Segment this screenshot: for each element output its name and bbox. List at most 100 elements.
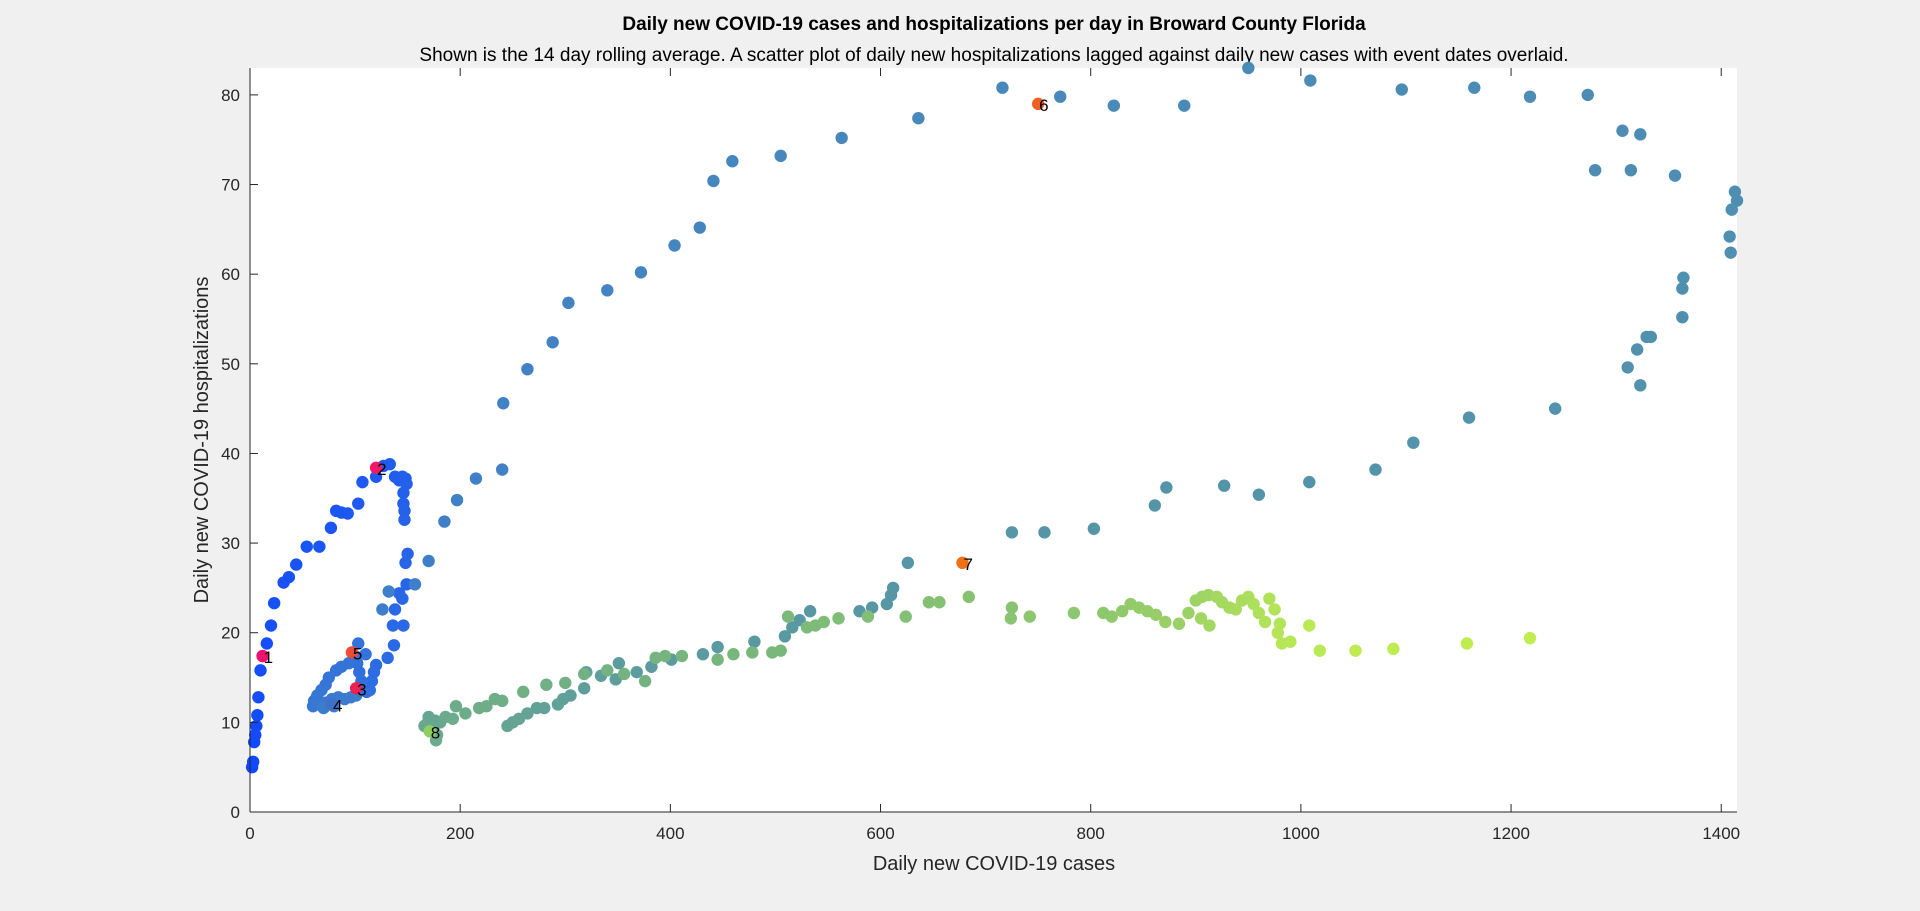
scatter-point [1523,90,1537,103]
scatter-point [901,556,915,570]
x-tick-label: 1400 [1702,824,1740,843]
scatter-point [1644,330,1658,344]
event-label-4: 4 [333,696,342,715]
scatter-point [601,284,614,297]
scatter-point [1724,246,1737,259]
scatter-point [912,111,925,125]
scatter-point [726,155,739,168]
scatter-point [803,605,817,618]
scatter-point [300,540,313,553]
event-marker-7 [956,556,969,570]
scatter-point [696,648,710,661]
scatter-point [1630,343,1644,356]
scatter-point [397,486,410,500]
scatter-point [1268,603,1281,616]
scatter-point [1172,617,1186,630]
scatter-points [245,61,1744,774]
scatter-point [422,554,435,568]
scatter-point [1581,88,1594,102]
scatter-point [250,719,263,733]
scatter-point [264,619,278,632]
scatter-point [496,694,509,708]
scatter-point [399,556,412,570]
scatter-point [630,665,643,679]
scatter-point [446,712,460,725]
event-label-7: 7 [963,555,972,574]
scatter-point [1160,481,1173,494]
scatter-point [383,458,396,471]
scatter-point [246,755,260,769]
scatter-point [449,700,463,713]
scatter-point [501,719,514,733]
scatter-point [1194,612,1208,625]
scatter-point [324,521,338,535]
plot-area [250,68,1737,812]
event-marker-6 [1031,97,1045,111]
scatter-point [313,540,326,553]
scatter-point [649,651,662,665]
scatter-point [786,621,799,634]
scatter-point [746,646,759,659]
scatter-point [962,590,976,604]
event-label-2: 2 [377,460,386,479]
scatter-point [386,619,400,632]
x-tick-label: 1000 [1282,824,1320,843]
event-markers: 1 2 34 5 6 7 8 [256,96,1049,742]
scatter-point [1038,526,1051,539]
scatter-point [1054,90,1067,103]
scatter-point [540,678,553,691]
scatter-point [1548,402,1562,415]
scatter-point [1005,526,1019,539]
y-tick-label: 50 [221,355,240,374]
scatter-point [675,649,689,663]
scatter-point [497,397,510,410]
y-tick-label: 70 [221,176,240,195]
scatter-point [727,648,740,661]
scatter-point [1023,610,1036,623]
scatter-point [438,515,451,528]
event-label-3: 3 [357,680,366,699]
scatter-point [1116,605,1129,618]
scatter-point [249,728,262,742]
scatter-point [1005,601,1019,614]
scatter-point [398,513,411,526]
scatter-point [1313,644,1326,657]
scatter-point [1178,99,1191,112]
scatter-point [577,667,591,681]
event-marker-3 [349,682,363,695]
scatter-point [1616,124,1629,137]
scatter-point [1349,644,1362,657]
scatter-point [387,639,401,652]
scatter-point [1159,615,1172,629]
scatter-point [1149,608,1163,621]
scatter-point [922,596,936,609]
scatter-point [397,619,410,632]
scatter-point [1252,488,1266,501]
scatter-point [668,239,681,252]
scatter-point [369,470,383,483]
chart-subtitle: Shown is the 14 day rolling average. A s… [419,45,1568,66]
scatter-point [251,708,264,722]
x-tick-label: 800 [1077,824,1105,843]
scatter-point [382,585,395,598]
x-axis: 0 200 400 600 800 1000 1200 1400 [245,68,1740,843]
scatter-point [1284,635,1297,648]
scatter-point [601,664,614,677]
event-marker-5 [345,646,359,659]
scatter-point [1676,310,1689,324]
scatter-point [781,610,795,623]
scatter-point [832,612,845,625]
scatter-point [996,81,1009,94]
scatter-point [1107,99,1121,112]
scatter-point [774,149,787,163]
scatter-point [1303,475,1316,489]
scatter-point [711,640,724,654]
scatter-point [748,635,761,648]
scatter-point [1263,592,1276,605]
x-axis-label: Daily new COVID-19 cases [873,853,1115,875]
scatter-point [551,698,565,711]
x-tick-label: 1200 [1492,824,1530,843]
scatter-point [398,504,411,518]
scatter-point [356,475,369,489]
x-tick-label: 600 [866,824,894,843]
